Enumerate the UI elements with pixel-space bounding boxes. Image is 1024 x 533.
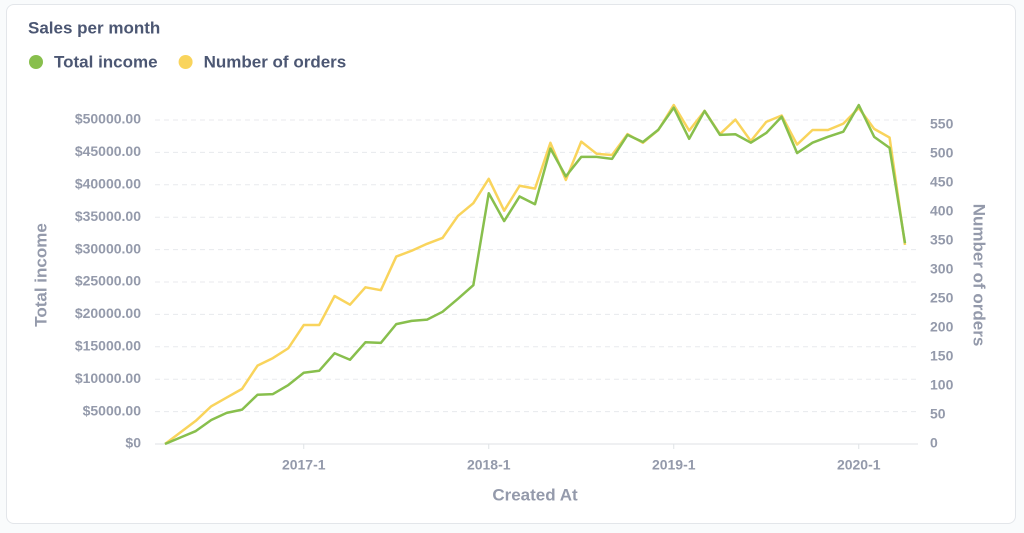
y-tick-label: $45000.00 [75, 143, 141, 159]
legend-label: Total income [54, 52, 158, 71]
x-axis-label: Created At [492, 485, 578, 504]
y2-tick-label: 200 [930, 319, 954, 335]
legend-label: Number of orders [204, 52, 347, 71]
y-tick-label: $5000.00 [83, 402, 142, 418]
y2-axis-label: Number of orders [970, 204, 989, 347]
y-tick-label: $25000.00 [75, 273, 141, 289]
y-axis-label: Total income [31, 223, 50, 327]
y2-tick-label: 100 [930, 377, 954, 393]
y-tick-label: $40000.00 [75, 176, 141, 192]
y2-tick-label: 150 [930, 348, 954, 364]
y-tick-label: $10000.00 [75, 370, 141, 386]
y2-tick-label: 450 [930, 174, 954, 190]
y2-tick-label: 500 [930, 145, 954, 161]
y2-tick-label: 300 [930, 261, 954, 277]
x-tick-label: 2020-1 [837, 457, 881, 473]
x-tick-label: 2018-1 [467, 457, 511, 473]
y2-tick-label: 400 [930, 203, 954, 219]
y-tick-label: $50000.00 [75, 111, 141, 127]
x-tick-label: 2017-1 [282, 457, 326, 473]
y-tick-label: $15000.00 [75, 338, 141, 354]
chart-title: Sales per month [28, 18, 160, 37]
y2-tick-label: 550 [930, 116, 954, 132]
y2-tick-label: 250 [930, 290, 954, 306]
y-tick-label: $0 [125, 435, 141, 451]
legend-dot [178, 55, 193, 69]
x-tick-label: 2019-1 [652, 457, 696, 473]
y-tick-label: $30000.00 [75, 240, 141, 256]
y2-tick-label: 350 [930, 232, 954, 248]
legend-dot [29, 55, 43, 69]
y-tick-label: $35000.00 [75, 208, 141, 224]
y2-tick-label: 0 [930, 435, 938, 451]
y2-tick-label: 50 [930, 406, 946, 422]
y-tick-label: $20000.00 [75, 305, 141, 321]
line-series [164, 103, 907, 446]
